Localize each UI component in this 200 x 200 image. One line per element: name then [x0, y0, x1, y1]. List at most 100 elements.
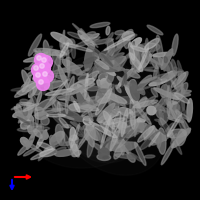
Ellipse shape — [52, 55, 60, 83]
Ellipse shape — [175, 111, 189, 120]
Ellipse shape — [95, 53, 165, 120]
Ellipse shape — [69, 135, 78, 144]
Ellipse shape — [167, 114, 182, 137]
Ellipse shape — [115, 85, 121, 93]
Ellipse shape — [134, 48, 139, 73]
Ellipse shape — [70, 127, 77, 151]
Ellipse shape — [68, 103, 93, 112]
Ellipse shape — [96, 84, 107, 102]
Ellipse shape — [144, 74, 168, 83]
Ellipse shape — [174, 77, 181, 92]
Ellipse shape — [67, 68, 72, 82]
Ellipse shape — [119, 122, 127, 130]
Ellipse shape — [50, 135, 55, 143]
Ellipse shape — [23, 107, 27, 116]
Ellipse shape — [168, 101, 176, 109]
Ellipse shape — [175, 72, 188, 88]
Ellipse shape — [109, 97, 136, 106]
Ellipse shape — [137, 75, 152, 90]
Ellipse shape — [145, 125, 166, 140]
Ellipse shape — [99, 133, 102, 142]
Ellipse shape — [31, 148, 55, 160]
Ellipse shape — [116, 122, 123, 131]
Ellipse shape — [138, 67, 155, 70]
Ellipse shape — [84, 121, 99, 126]
Ellipse shape — [15, 81, 39, 97]
Ellipse shape — [17, 90, 27, 95]
Ellipse shape — [13, 111, 24, 117]
Ellipse shape — [63, 96, 78, 102]
Ellipse shape — [172, 34, 178, 56]
Ellipse shape — [153, 52, 173, 57]
Ellipse shape — [70, 122, 83, 130]
Ellipse shape — [121, 109, 128, 137]
Ellipse shape — [119, 108, 133, 116]
Ellipse shape — [169, 93, 172, 100]
Ellipse shape — [135, 142, 146, 165]
Ellipse shape — [51, 32, 73, 45]
Ellipse shape — [77, 68, 89, 76]
Ellipse shape — [154, 95, 167, 113]
Ellipse shape — [68, 117, 93, 122]
Ellipse shape — [40, 149, 57, 157]
Ellipse shape — [97, 154, 111, 161]
Ellipse shape — [91, 110, 111, 117]
Ellipse shape — [106, 26, 110, 35]
Ellipse shape — [109, 141, 110, 149]
Ellipse shape — [120, 143, 129, 154]
Ellipse shape — [107, 89, 126, 107]
Ellipse shape — [27, 70, 36, 76]
Ellipse shape — [121, 67, 126, 72]
Ellipse shape — [87, 86, 100, 91]
Ellipse shape — [83, 125, 93, 130]
Ellipse shape — [112, 142, 137, 152]
Ellipse shape — [18, 141, 32, 155]
Ellipse shape — [150, 132, 159, 143]
Ellipse shape — [74, 121, 84, 136]
Ellipse shape — [100, 94, 105, 104]
Circle shape — [39, 80, 43, 84]
Ellipse shape — [104, 68, 116, 76]
Ellipse shape — [141, 77, 157, 83]
Ellipse shape — [147, 106, 156, 115]
Ellipse shape — [62, 83, 94, 95]
Ellipse shape — [61, 49, 72, 57]
Ellipse shape — [171, 103, 179, 112]
Ellipse shape — [20, 107, 32, 123]
Ellipse shape — [85, 34, 99, 41]
Ellipse shape — [102, 54, 113, 66]
Ellipse shape — [176, 109, 186, 135]
Ellipse shape — [111, 53, 114, 64]
Ellipse shape — [104, 34, 134, 50]
Ellipse shape — [114, 41, 127, 52]
Ellipse shape — [161, 49, 173, 69]
Ellipse shape — [55, 75, 70, 80]
Ellipse shape — [124, 31, 130, 49]
Ellipse shape — [125, 87, 140, 108]
Ellipse shape — [157, 132, 161, 148]
Ellipse shape — [145, 38, 159, 50]
Ellipse shape — [85, 71, 99, 80]
Ellipse shape — [112, 129, 125, 142]
Ellipse shape — [86, 125, 100, 140]
Ellipse shape — [93, 67, 97, 80]
Ellipse shape — [21, 82, 37, 92]
Ellipse shape — [105, 48, 115, 61]
Ellipse shape — [34, 50, 59, 57]
Ellipse shape — [118, 129, 140, 133]
Ellipse shape — [164, 57, 167, 63]
Ellipse shape — [115, 154, 136, 159]
Ellipse shape — [22, 75, 31, 92]
Ellipse shape — [39, 123, 44, 131]
Ellipse shape — [87, 134, 94, 147]
Ellipse shape — [52, 62, 165, 175]
Ellipse shape — [59, 109, 80, 119]
Ellipse shape — [131, 116, 135, 125]
Ellipse shape — [59, 118, 68, 128]
Ellipse shape — [34, 72, 49, 83]
Ellipse shape — [144, 44, 157, 63]
Ellipse shape — [177, 78, 180, 87]
Ellipse shape — [55, 51, 63, 60]
Ellipse shape — [102, 56, 126, 70]
Ellipse shape — [163, 84, 167, 90]
